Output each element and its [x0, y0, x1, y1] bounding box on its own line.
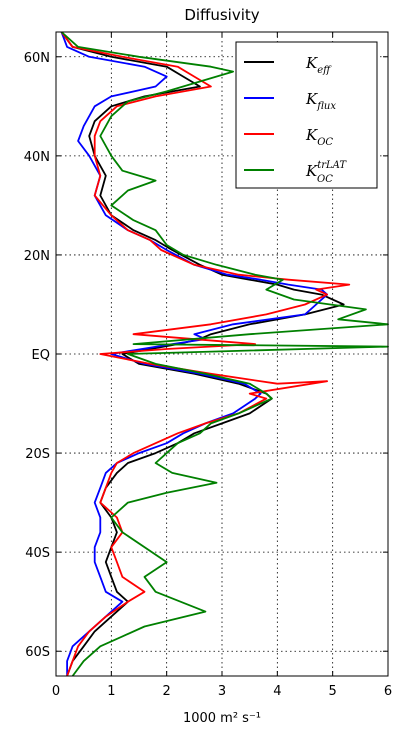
y-tick-label: 40N [24, 150, 50, 165]
x-tick-label: 3 [218, 684, 226, 699]
y-tick-label: 40S [25, 546, 50, 561]
legend-label-sub: OC [317, 137, 333, 148]
y-tick-label: 20N [24, 249, 50, 264]
x-tick-label: 6 [384, 684, 392, 699]
legend-label-base: K [305, 90, 318, 108]
legend-label-sup: trLAT [317, 160, 347, 171]
legend-label: KtrLAT OC [305, 160, 347, 185]
legend-label-base: K [305, 126, 318, 144]
legend-label: KOC [305, 126, 333, 148]
legend-label: Keff [305, 54, 332, 76]
x-tick-label: 0 [52, 684, 60, 699]
x-tick-label: 2 [163, 684, 171, 699]
legend-label-base: K [305, 162, 318, 180]
series-line-1 [60, 31, 328, 676]
legend-label-sub: OC [317, 174, 333, 185]
y-tick-label: 20S [25, 447, 50, 462]
legend-box [235, 41, 378, 189]
series-line-3 [60, 31, 389, 677]
x-tick-label: 5 [329, 684, 337, 699]
chart-title: Diffusivity [184, 6, 259, 24]
series-lines [60, 31, 389, 677]
y-tick-label: 60S [25, 645, 50, 660]
legend-label-base: K [305, 54, 318, 72]
x-tick-label: 1 [107, 684, 115, 699]
y-tick-label: 60N [24, 51, 50, 66]
y-tick-label: EQ [32, 348, 50, 363]
legend-label-sub: flux [316, 101, 336, 112]
legend-label: Kflux [305, 90, 336, 112]
x-axis-label: 1000 m² s⁻¹ [183, 711, 261, 726]
axis-ticks: 0 1 2 3 4 5 6 60N 40N 20N EQ 20S 40S 60S [24, 32, 392, 699]
x-tick-label: 4 [273, 684, 281, 699]
series-line-2 [60, 31, 351, 677]
legend-label-sub: eff [317, 65, 332, 76]
